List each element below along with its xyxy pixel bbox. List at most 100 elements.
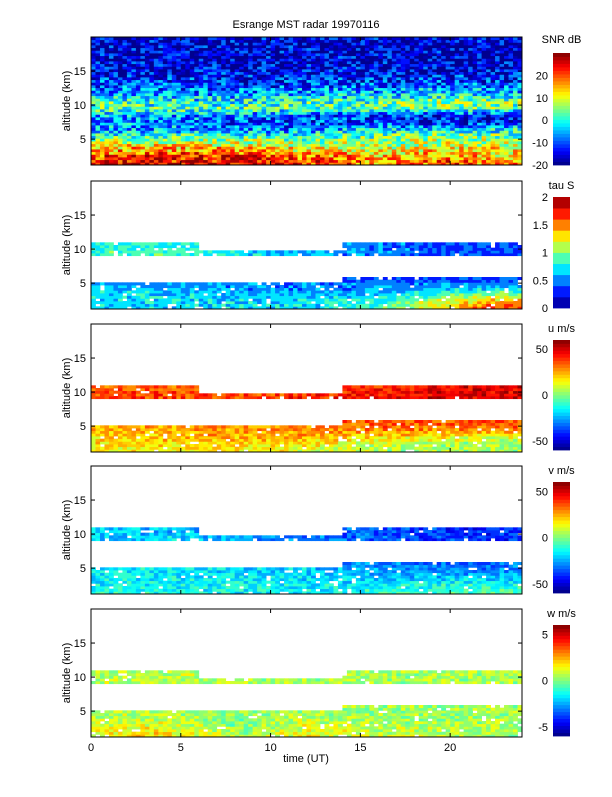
heatmap-cell (432, 98, 437, 101)
heatmap-cell (356, 298, 361, 301)
heatmap-cell (118, 50, 123, 53)
heatmap-cell (194, 133, 199, 136)
heatmap-cell (392, 128, 397, 131)
heatmap-cell (459, 114, 464, 117)
heatmap-cell (185, 66, 190, 69)
heatmap-cell (167, 58, 172, 61)
heatmap-cell (280, 90, 285, 93)
heatmap-cell (140, 152, 145, 155)
heatmap-cell (235, 130, 240, 133)
heatmap-cell (410, 48, 415, 51)
heatmap-cell (149, 138, 154, 141)
heatmap-cell (405, 112, 410, 115)
heatmap-cell (244, 133, 249, 136)
heatmap-cell (172, 136, 177, 139)
heatmap-cell (271, 138, 276, 141)
heatmap-cell (392, 144, 397, 147)
heatmap-cell (122, 48, 127, 51)
heatmap-cell (284, 56, 289, 59)
heatmap-cell (392, 104, 397, 107)
heatmap-cell (149, 146, 154, 149)
heatmap-cell (513, 66, 518, 69)
heatmap-cell (289, 114, 294, 117)
heatmap-cell (450, 149, 455, 152)
heatmap-cell (320, 136, 325, 139)
heatmap-cell (122, 301, 127, 304)
heatmap-cell (441, 88, 446, 91)
heatmap-cell (284, 77, 289, 80)
heatmap-cell (158, 146, 163, 149)
heatmap-cell (378, 149, 383, 152)
heatmap-cell (356, 104, 361, 107)
heatmap-cell (104, 96, 109, 99)
heatmap-cell (432, 82, 437, 85)
heatmap-cell (239, 128, 244, 131)
heatmap-cell (230, 66, 235, 69)
heatmap-cell (437, 69, 442, 72)
heatmap-cell (221, 104, 226, 107)
heatmap-cell (333, 146, 338, 149)
heatmap-cell (163, 149, 168, 152)
heatmap-cell (127, 128, 132, 131)
heatmap-cell (396, 50, 401, 53)
heatmap-cell (109, 96, 114, 99)
heatmap-cell (378, 298, 383, 301)
heatmap-cell (275, 58, 280, 61)
heatmap-cell (338, 125, 343, 128)
heatmap-cell (383, 66, 388, 69)
heatmap-cell (342, 117, 347, 120)
heatmap-cell (338, 93, 343, 96)
heatmap-cell (504, 101, 509, 104)
heatmap-cell (360, 40, 365, 43)
heatmap-cell (441, 109, 446, 112)
heatmap-cell (419, 157, 424, 160)
heatmap-cell (482, 130, 487, 133)
heatmap-cell (307, 144, 312, 147)
heatmap-cell (473, 61, 478, 64)
heatmap-cell (253, 117, 258, 120)
heatmap-cell (230, 93, 235, 96)
heatmap-cell (284, 144, 289, 147)
heatmap-cell (302, 128, 307, 131)
heatmap-cell (293, 109, 298, 112)
heatmap-cell (374, 125, 379, 128)
heatmap-cell (365, 85, 370, 88)
heatmap-cell (392, 90, 397, 93)
heatmap-cell (257, 154, 262, 157)
heatmap-cell (315, 154, 320, 157)
heatmap-cell (414, 109, 419, 112)
heatmap-cell (145, 90, 150, 93)
heatmap-cell (199, 72, 204, 75)
heatmap-cell (428, 96, 433, 99)
heatmap-cell (392, 106, 397, 109)
heatmap-cell (158, 120, 163, 123)
heatmap-cell (437, 101, 442, 104)
heatmap-cell (284, 48, 289, 51)
heatmap-cell (414, 114, 419, 117)
heatmap-cell (154, 98, 159, 101)
heatmap-cell (419, 61, 424, 64)
heatmap-cell (149, 152, 154, 155)
heatmap-cell (311, 152, 316, 155)
heatmap-cell (324, 301, 329, 304)
heatmap-cell (419, 149, 424, 152)
heatmap-cell (194, 149, 199, 152)
heatmap-cell (513, 122, 518, 125)
heatmap-cell (217, 58, 222, 61)
heatmap-cell (338, 101, 343, 104)
heatmap-cell (468, 301, 473, 304)
heatmap-cell (338, 58, 343, 61)
heatmap-cell (104, 117, 109, 120)
heatmap-cell (248, 146, 253, 149)
heatmap-cell (199, 136, 204, 139)
heatmap-cell (504, 88, 509, 91)
heatmap-cell (185, 301, 190, 304)
heatmap-cell (383, 141, 388, 144)
heatmap-cell (428, 122, 433, 125)
heatmap-cell (338, 88, 343, 91)
heatmap-cell (289, 74, 294, 77)
heatmap-cell (230, 50, 235, 53)
heatmap-cell (221, 152, 226, 155)
heatmap-cell (455, 122, 460, 125)
heatmap-cell (158, 61, 163, 64)
